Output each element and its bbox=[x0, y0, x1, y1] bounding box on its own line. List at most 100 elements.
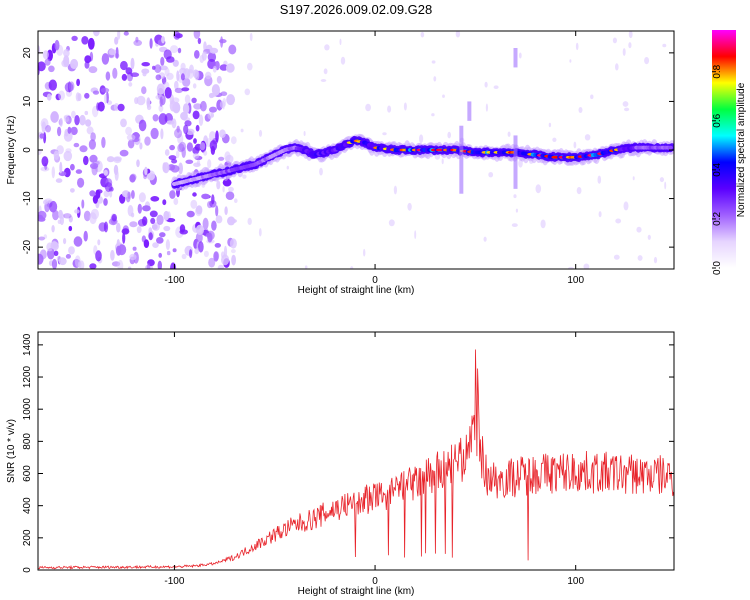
noise-blob bbox=[169, 100, 176, 112]
noise-blob bbox=[142, 216, 148, 226]
noise-blob bbox=[431, 60, 436, 64]
noise-blob bbox=[199, 142, 206, 151]
noise-blob bbox=[127, 266, 132, 269]
noise-blob bbox=[68, 81, 75, 91]
noise-blob bbox=[155, 74, 162, 81]
noise-blob bbox=[53, 150, 60, 160]
noise-blob bbox=[85, 119, 92, 127]
colorbar-gradient bbox=[712, 30, 736, 268]
noise-blob bbox=[63, 49, 70, 58]
noise-blob bbox=[92, 90, 100, 95]
noise-blob bbox=[88, 139, 96, 150]
noise-blob bbox=[164, 149, 170, 156]
noise-blob bbox=[414, 230, 417, 240]
noise-blob bbox=[132, 246, 137, 251]
noise-blob bbox=[166, 120, 175, 125]
noise-blob bbox=[185, 159, 194, 164]
y-tick-label: 200 bbox=[22, 529, 33, 546]
noise-blob bbox=[38, 236, 45, 241]
noise-blob bbox=[146, 97, 151, 108]
noise-blob bbox=[136, 159, 140, 168]
noise-blob bbox=[136, 95, 146, 106]
noise-blob bbox=[197, 37, 202, 45]
noise-blob bbox=[177, 143, 185, 153]
y-tick-label: 1400 bbox=[22, 333, 33, 356]
noise-blob bbox=[485, 103, 488, 112]
noise-blob bbox=[186, 128, 195, 135]
noise-blob bbox=[323, 68, 328, 75]
noise-blob bbox=[70, 163, 75, 171]
noise-blob bbox=[57, 126, 62, 137]
noise-blob bbox=[67, 126, 72, 134]
noise-blob bbox=[90, 162, 99, 170]
noise-blob bbox=[339, 38, 342, 45]
noise-blob bbox=[58, 257, 67, 266]
noise-blob bbox=[105, 71, 111, 81]
noise-blob bbox=[222, 104, 225, 110]
noise-blob bbox=[419, 134, 424, 143]
noise-blob bbox=[39, 249, 47, 260]
noise-blob bbox=[130, 57, 135, 70]
noise-blob bbox=[86, 126, 94, 135]
noise-blob bbox=[195, 124, 200, 132]
noise-blob bbox=[324, 44, 330, 51]
noise-blob bbox=[230, 219, 237, 223]
noise-blob bbox=[45, 125, 51, 133]
spectrogram-x-label: Height of straight line (km) bbox=[298, 285, 415, 296]
noise-blob bbox=[213, 251, 219, 262]
noise-blob bbox=[212, 65, 217, 73]
noise-blob bbox=[434, 154, 441, 160]
noise-blob bbox=[182, 77, 191, 87]
noise-blob bbox=[225, 63, 235, 73]
noise-blob bbox=[46, 93, 52, 101]
y-tick-label: 600 bbox=[22, 465, 33, 482]
noise-blob bbox=[70, 126, 78, 136]
noise-blob bbox=[203, 150, 208, 156]
noise-blob bbox=[622, 48, 626, 56]
noise-blob bbox=[100, 87, 110, 93]
noise-blob bbox=[117, 103, 125, 112]
noise-blob bbox=[219, 129, 226, 138]
noise-blob bbox=[141, 86, 147, 95]
spectrogram-y-label: Frequency (Hz) bbox=[6, 116, 17, 185]
noise-blob bbox=[127, 191, 131, 199]
noise-blob bbox=[163, 225, 171, 232]
noise-blob bbox=[158, 113, 168, 125]
noise-blob bbox=[137, 203, 142, 214]
noise-blob bbox=[190, 199, 198, 209]
noise-blob bbox=[122, 232, 126, 244]
noise-blob bbox=[192, 153, 200, 159]
noise-blob bbox=[507, 131, 511, 137]
noise-blob bbox=[192, 192, 197, 197]
noise-blob bbox=[198, 241, 204, 253]
noise-blob bbox=[615, 63, 619, 71]
noise-blob bbox=[84, 110, 89, 116]
noise-blob bbox=[150, 196, 160, 202]
noise-blob bbox=[515, 208, 519, 213]
y-tick-label: -20 bbox=[22, 239, 33, 254]
noise-blob bbox=[63, 150, 73, 162]
y-tick-label: 20 bbox=[22, 47, 33, 59]
noise-blob bbox=[182, 103, 190, 115]
noise-blob bbox=[125, 67, 133, 75]
noise-blob bbox=[209, 106, 217, 113]
noise-blob bbox=[163, 210, 170, 221]
noise-blob bbox=[130, 173, 137, 181]
colorbar-tick-label: 0.4 bbox=[712, 162, 723, 176]
noise-blob bbox=[59, 161, 63, 174]
noise-blob bbox=[211, 194, 215, 205]
noise-blob bbox=[121, 73, 128, 81]
noise-blob bbox=[162, 199, 167, 206]
noise-blob bbox=[192, 110, 200, 120]
noise-blob bbox=[183, 124, 189, 135]
noise-blob bbox=[319, 167, 323, 176]
noise-blob bbox=[92, 195, 98, 204]
noise-blob bbox=[219, 64, 229, 71]
noise-blob bbox=[159, 232, 166, 238]
noise-blob bbox=[89, 51, 94, 62]
noise-blob bbox=[89, 263, 97, 269]
noise-blob bbox=[109, 190, 113, 198]
noise-blob bbox=[126, 134, 136, 141]
noise-blob bbox=[228, 44, 237, 55]
noise-blob bbox=[95, 189, 103, 194]
